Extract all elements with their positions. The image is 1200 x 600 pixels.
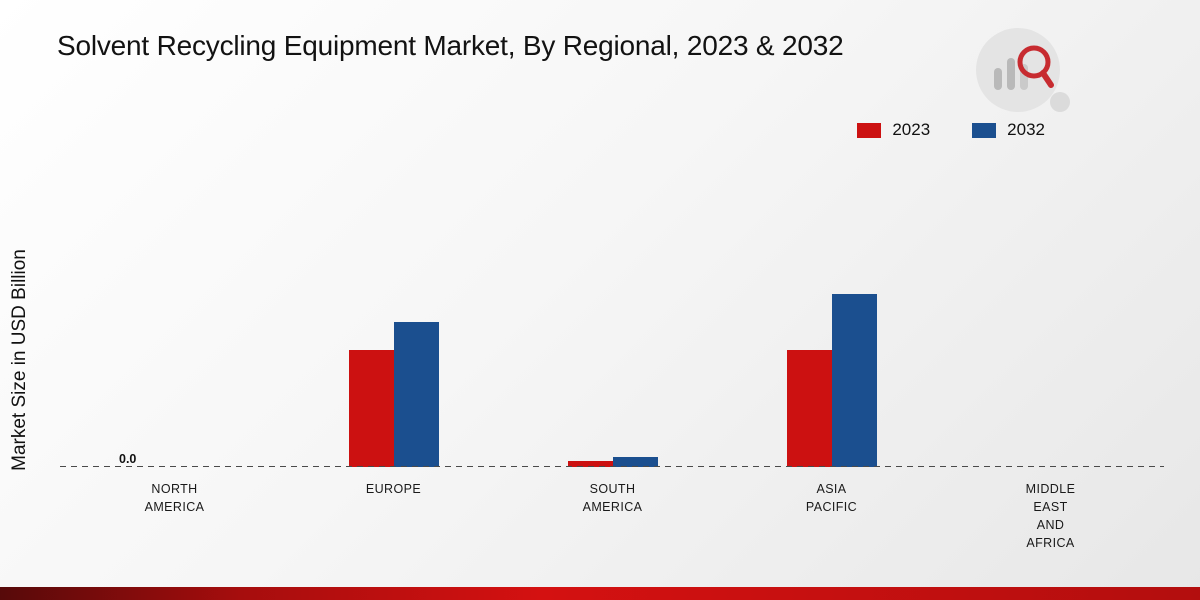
footer-accent-strip [0,587,1200,600]
y-axis-zero-tick: 0.0 [119,452,137,466]
legend-swatch-2032 [972,122,997,138]
bar-2032-south-america [612,457,658,467]
y-axis-label: Market Size in USD Billion [9,249,30,471]
category-label-line: EAST [1033,500,1068,515]
legend-swatch-2023 [857,122,882,138]
legend-label: 2023 [892,120,931,139]
category-label-line: PACIFIC [805,500,858,515]
category-label-middle-east-and-africa: MIDDLE EAST AND AFRICA [941,480,1160,553]
category-label-line: AMERICA [144,500,205,515]
chart-title: Solvent Recycling Equipment Market, By R… [57,30,844,61]
chart-legend: 2023 2032 [857,120,1045,140]
bar-group-middle-east-and-africa [941,122,1160,467]
legend-item-2032: 2032 [972,120,1045,140]
category-label-line: EUROPE [365,482,422,496]
bar-group-europe [284,122,503,467]
chart-plot-area [65,122,1160,467]
legend-item-2023: 2023 [857,120,930,140]
category-label-asia-pacific: ASIA PACIFIC [722,480,941,553]
category-label-line: AFRICA [1026,536,1075,551]
category-label-line: NORTH [151,482,198,496]
bar-2023-europe [348,350,394,467]
category-label-line: MIDDLE [1025,482,1076,496]
bar-2032-asia-pacific [831,294,877,467]
category-label-line: ASIA [816,482,847,496]
bar-2023-south-america [567,461,613,467]
category-label-south-america: SOUTH AMERICA [503,480,722,553]
x-axis-category-labels: NORTH AMERICA EUROPE SOUTH AMERICA ASIA PACIFI… [65,480,1160,553]
bar-group-asia-pacific [722,122,941,467]
brand-logo [976,28,1070,112]
category-label-line: AND [1036,518,1065,533]
x-axis-line [60,466,1164,468]
legend-label: 2032 [1007,120,1045,139]
bar-2023-asia-pacific [786,350,832,467]
category-label-line: AMERICA [582,500,643,515]
bar-group-south-america [503,122,722,467]
category-label-line: SOUTH [589,482,636,496]
category-label-europe: EUROPE [284,480,503,553]
bar-2032-europe [393,322,439,467]
category-label-north-america: NORTH AMERICA [65,480,284,553]
bar-group-north-america [65,122,284,467]
